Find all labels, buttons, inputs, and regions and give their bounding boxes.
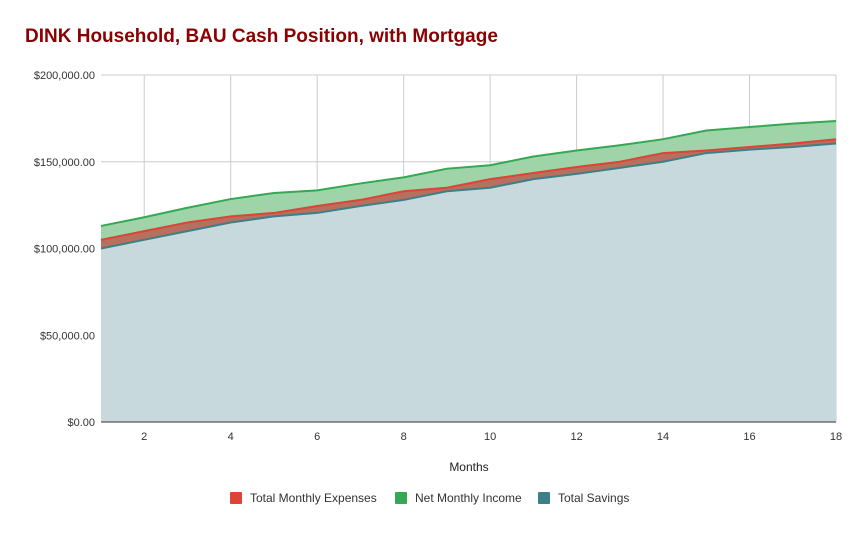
x-tick-label: 10 xyxy=(484,431,496,443)
y-tick-label: $150,000.00 xyxy=(34,157,95,169)
legend-swatch xyxy=(538,492,550,504)
area-2 xyxy=(101,143,836,422)
x-tick-label: 6 xyxy=(314,431,320,443)
series-line-0 xyxy=(100,138,837,241)
y-tick-label: $0.00 xyxy=(67,417,95,429)
x-tick-label: 16 xyxy=(743,431,755,443)
plot-lines xyxy=(100,119,837,250)
x-tick-label: 2 xyxy=(141,431,147,443)
legend-item: Net Monthly Income xyxy=(395,491,522,505)
legend: Total Monthly Expenses Net Monthly Income… xyxy=(230,491,629,505)
x-tick-label: 8 xyxy=(401,431,407,443)
legend-label: Total Monthly Expenses xyxy=(250,491,377,505)
x-tick-label: 12 xyxy=(570,431,582,443)
legend-swatch xyxy=(230,492,242,504)
y-tick-label: $200,000.00 xyxy=(34,70,95,82)
x-axis-label: Months xyxy=(449,460,488,474)
plot-areas xyxy=(101,120,836,422)
axes: $0.00 $50,000.00 $100,000.00 $150,000.00 $20… xyxy=(34,70,842,443)
x-tick-label: 14 xyxy=(657,431,669,443)
y-tick-label: $50,000.00 xyxy=(40,330,95,342)
legend-swatch xyxy=(395,492,407,504)
legend-label: Net Monthly Income xyxy=(415,491,522,505)
y-tick-label: $100,000.00 xyxy=(34,244,95,256)
legend-item: Total Savings xyxy=(538,491,629,505)
x-tick-label: 4 xyxy=(228,431,234,443)
chart-title: DINK Household, BAU Cash Position, with … xyxy=(25,26,498,47)
legend-item: Total Monthly Expenses xyxy=(230,491,377,505)
legend-label: Total Savings xyxy=(558,491,629,505)
x-tick-label: 18 xyxy=(830,431,842,443)
series-line-1 xyxy=(100,119,837,227)
series-line-2 xyxy=(100,142,837,250)
